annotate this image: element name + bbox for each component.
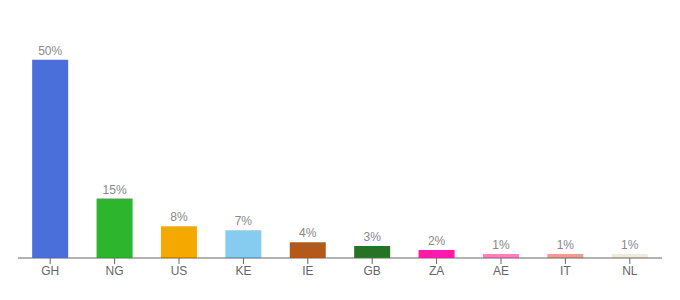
svg-text:2%: 2% bbox=[428, 234, 446, 248]
svg-text:3%: 3% bbox=[363, 230, 381, 244]
svg-text:NL: NL bbox=[622, 264, 638, 278]
svg-text:KE: KE bbox=[235, 264, 251, 278]
svg-text:AE: AE bbox=[493, 264, 509, 278]
svg-text:1%: 1% bbox=[492, 238, 510, 252]
svg-text:50%: 50% bbox=[38, 44, 62, 58]
svg-text:IT: IT bbox=[560, 264, 571, 278]
svg-text:GB: GB bbox=[364, 264, 381, 278]
svg-text:NG: NG bbox=[106, 264, 124, 278]
svg-text:ZA: ZA bbox=[429, 264, 444, 278]
svg-text:8%: 8% bbox=[170, 210, 188, 224]
svg-text:1%: 1% bbox=[557, 238, 575, 252]
svg-text:IE: IE bbox=[302, 264, 313, 278]
svg-text:1%: 1% bbox=[621, 238, 639, 252]
svg-text:US: US bbox=[171, 264, 188, 278]
svg-text:7%: 7% bbox=[235, 214, 253, 228]
svg-text:15%: 15% bbox=[103, 183, 127, 197]
svg-text:GH: GH bbox=[41, 264, 59, 278]
svg-text:4%: 4% bbox=[299, 226, 317, 240]
